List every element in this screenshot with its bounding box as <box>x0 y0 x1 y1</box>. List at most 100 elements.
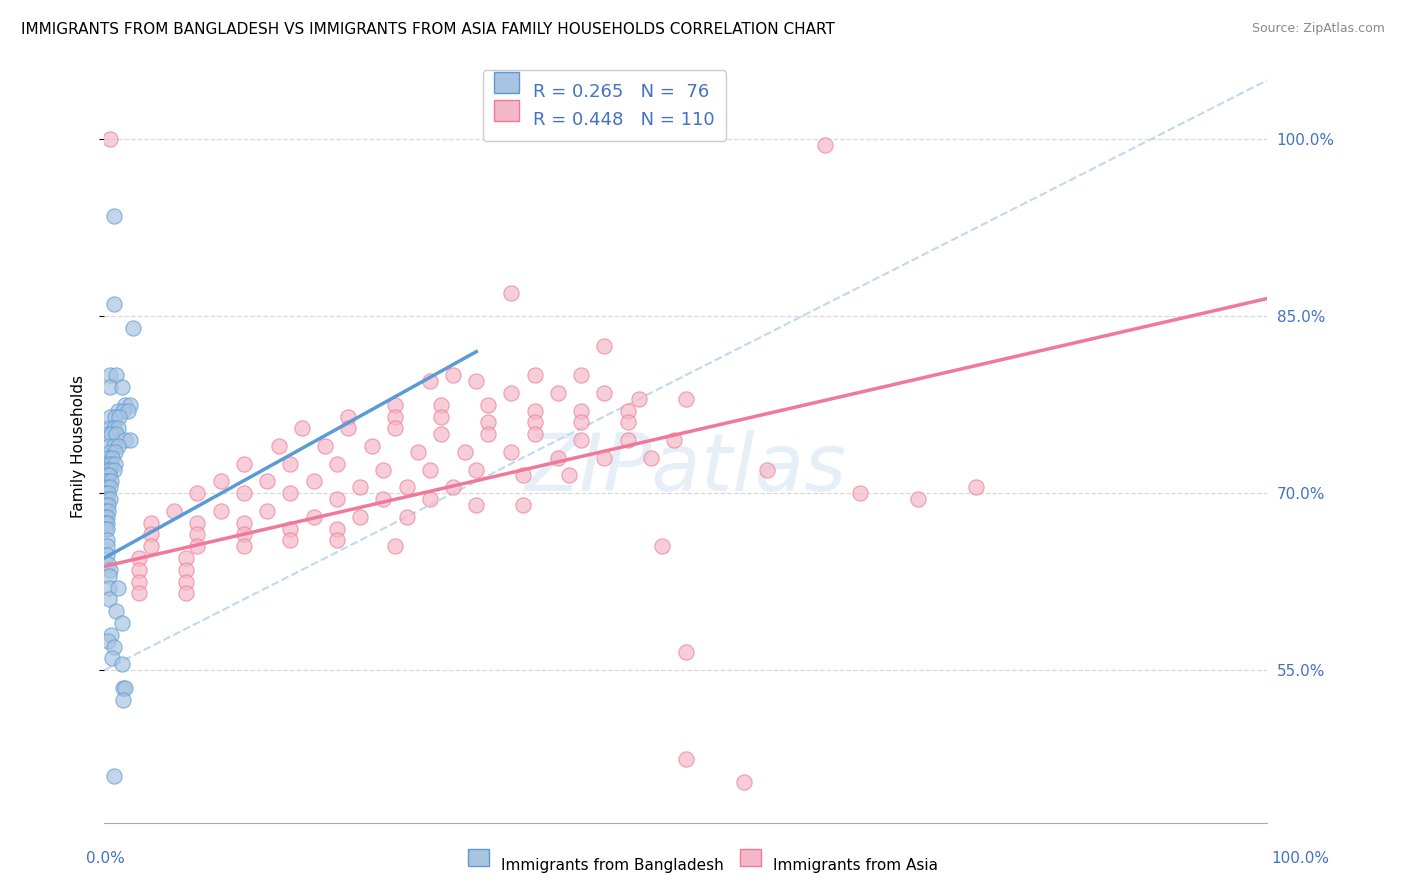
Point <box>97 450 120 465</box>
Point <box>98 380 121 394</box>
Point <box>97 475 120 489</box>
Point <box>114 398 136 412</box>
Point <box>111 657 134 672</box>
Point <box>547 450 569 465</box>
Point <box>128 563 150 577</box>
Point <box>97 568 120 582</box>
Point <box>349 480 371 494</box>
Point <box>326 522 349 536</box>
Point <box>512 468 534 483</box>
Point <box>97 498 120 512</box>
Point <box>111 615 134 630</box>
Point <box>98 421 121 435</box>
Point <box>96 480 118 494</box>
Point <box>733 775 755 789</box>
Point <box>100 628 122 642</box>
Point <box>406 445 429 459</box>
Text: Source: ZipAtlas.com: Source: ZipAtlas.com <box>1251 22 1385 36</box>
Point <box>569 433 592 447</box>
Point <box>384 539 406 553</box>
Point <box>128 551 150 566</box>
Point <box>97 486 120 500</box>
Point <box>965 480 987 494</box>
Point <box>337 421 360 435</box>
Point <box>96 522 118 536</box>
Point <box>104 427 127 442</box>
Point <box>104 368 127 383</box>
Point <box>97 633 120 648</box>
Point <box>97 581 120 595</box>
Point <box>139 527 162 541</box>
Point <box>111 403 134 417</box>
Point <box>163 504 186 518</box>
Point <box>174 551 197 566</box>
Point <box>103 209 125 223</box>
Point <box>477 427 499 442</box>
Point <box>111 681 134 695</box>
Point <box>756 462 779 476</box>
Text: 0.0%: 0.0% <box>86 851 125 865</box>
Point <box>98 563 121 577</box>
Point <box>94 475 117 489</box>
Point <box>326 492 349 507</box>
Point <box>558 468 581 483</box>
Point <box>98 132 121 146</box>
Point <box>454 445 477 459</box>
Point <box>569 368 592 383</box>
Point <box>337 409 360 424</box>
Point <box>186 516 208 530</box>
Point <box>256 475 278 489</box>
Point <box>97 592 120 607</box>
Point <box>278 522 301 536</box>
Point <box>278 486 301 500</box>
Point <box>267 439 290 453</box>
Point <box>128 574 150 589</box>
Point <box>209 475 232 489</box>
Point <box>186 539 208 553</box>
Point <box>96 533 118 548</box>
Point <box>97 557 120 571</box>
Point <box>278 533 301 548</box>
Point <box>593 450 616 465</box>
Point <box>186 527 208 541</box>
Point <box>100 427 122 442</box>
Point <box>97 439 120 453</box>
Legend: R = 0.265   N =  76, R = 0.448   N = 110: R = 0.265 N = 76, R = 0.448 N = 110 <box>482 70 725 141</box>
Point <box>104 409 127 424</box>
Point <box>94 504 117 518</box>
Point <box>651 539 673 553</box>
Point <box>103 439 125 453</box>
Point <box>675 392 697 406</box>
Point <box>96 462 118 476</box>
Point <box>118 398 141 412</box>
Point <box>569 416 592 430</box>
Point <box>114 681 136 695</box>
Point <box>849 486 872 500</box>
Point <box>94 516 117 530</box>
Point <box>232 486 254 500</box>
Point <box>100 475 122 489</box>
Point <box>419 492 441 507</box>
Point <box>96 516 118 530</box>
Point <box>419 374 441 388</box>
Point <box>96 539 118 553</box>
Point <box>662 433 685 447</box>
Point <box>108 409 131 424</box>
Point <box>103 640 125 654</box>
Point <box>97 504 120 518</box>
Point <box>96 468 118 483</box>
Point <box>628 392 651 406</box>
Point <box>118 433 141 447</box>
Text: IMMIGRANTS FROM BANGLADESH VS IMMIGRANTS FROM ASIA FAMILY HOUSEHOLDS CORRELATION: IMMIGRANTS FROM BANGLADESH VS IMMIGRANTS… <box>21 22 835 37</box>
Point <box>373 492 395 507</box>
Point <box>232 527 254 541</box>
Point <box>314 439 336 453</box>
Point <box>465 498 488 512</box>
Point <box>326 457 349 471</box>
Point <box>101 450 124 465</box>
Point <box>523 403 546 417</box>
Point <box>103 462 125 476</box>
Point <box>256 504 278 518</box>
Point <box>430 427 453 442</box>
Point <box>114 433 136 447</box>
